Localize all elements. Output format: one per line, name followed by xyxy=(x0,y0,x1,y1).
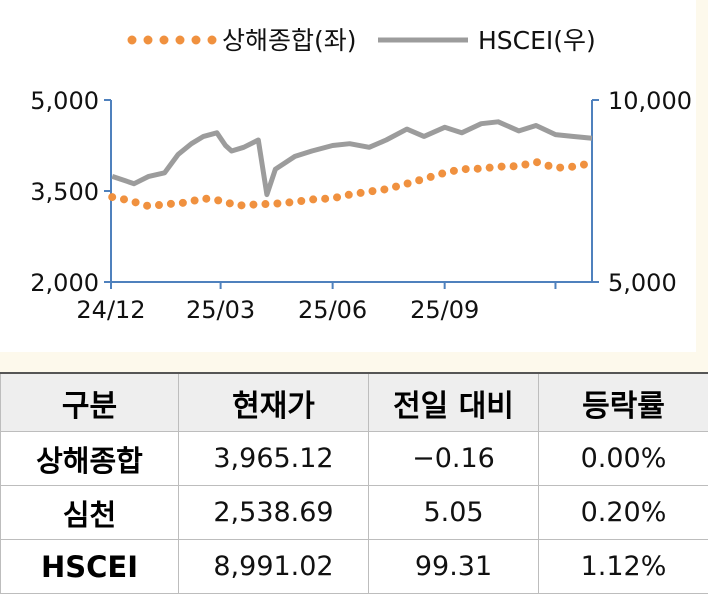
header-change-rate: 등락률 xyxy=(539,373,708,432)
table-header-row: 구분 현재가 전일 대비 등락률 xyxy=(1,373,708,432)
row-name: 상해종합 xyxy=(1,432,179,486)
chart-panel: 5,000 3,500 2,000 10,000 5,000 24/12 25/03 25/0… xyxy=(0,0,708,372)
row-price: 8,991.02 xyxy=(179,540,369,594)
x-tick-label: 25/06 xyxy=(298,296,367,324)
legend-label-hscei: HSCEI(우) xyxy=(478,26,596,55)
table-row: 심천 2,538.69 5.05 0.20% xyxy=(1,486,708,540)
series-line-hscei xyxy=(112,122,592,195)
row-rate: 0.20% xyxy=(539,486,708,540)
right-tick-label: 5,000 xyxy=(608,269,677,297)
row-name: HSCEI xyxy=(1,540,179,594)
header-current-price: 현재가 xyxy=(179,373,369,432)
x-tick-label: 25/09 xyxy=(410,296,479,324)
table-row: HSCEI 8,991.02 99.31 1.12% xyxy=(1,540,708,594)
row-rate: 1.12% xyxy=(539,540,708,594)
right-tick-label: 10,000 xyxy=(608,87,692,115)
line-chart: 5,000 3,500 2,000 10,000 5,000 24/12 25/03 25/0… xyxy=(0,0,696,352)
left-tick-label: 5,000 xyxy=(30,87,99,115)
row-price: 2,538.69 xyxy=(179,486,369,540)
legend-label-shanghai: 상해종합(좌) xyxy=(222,26,357,55)
row-change: 99.31 xyxy=(369,540,539,594)
left-tick-label: 3,500 xyxy=(30,178,99,206)
series-line-shanghai xyxy=(112,162,592,206)
row-price: 3,965.12 xyxy=(179,432,369,486)
header-category: 구분 xyxy=(1,373,179,432)
row-rate: 0.00% xyxy=(539,432,708,486)
table-row: 상해종합 3,965.12 −0.16 0.00% xyxy=(1,432,708,486)
header-change: 전일 대비 xyxy=(369,373,539,432)
row-change: 5.05 xyxy=(369,486,539,540)
row-name: 심천 xyxy=(1,486,179,540)
row-change: −0.16 xyxy=(369,432,539,486)
chart-area: 5,000 3,500 2,000 10,000 5,000 24/12 25/03 25/0… xyxy=(0,0,696,352)
x-tick-label: 25/03 xyxy=(186,296,255,324)
left-tick-label: 2,000 xyxy=(30,269,99,297)
index-quote-table: 구분 현재가 전일 대비 등락률 상해종합 3,965.12 −0.16 0.0… xyxy=(0,372,708,594)
x-tick-label: 24/12 xyxy=(76,296,145,324)
